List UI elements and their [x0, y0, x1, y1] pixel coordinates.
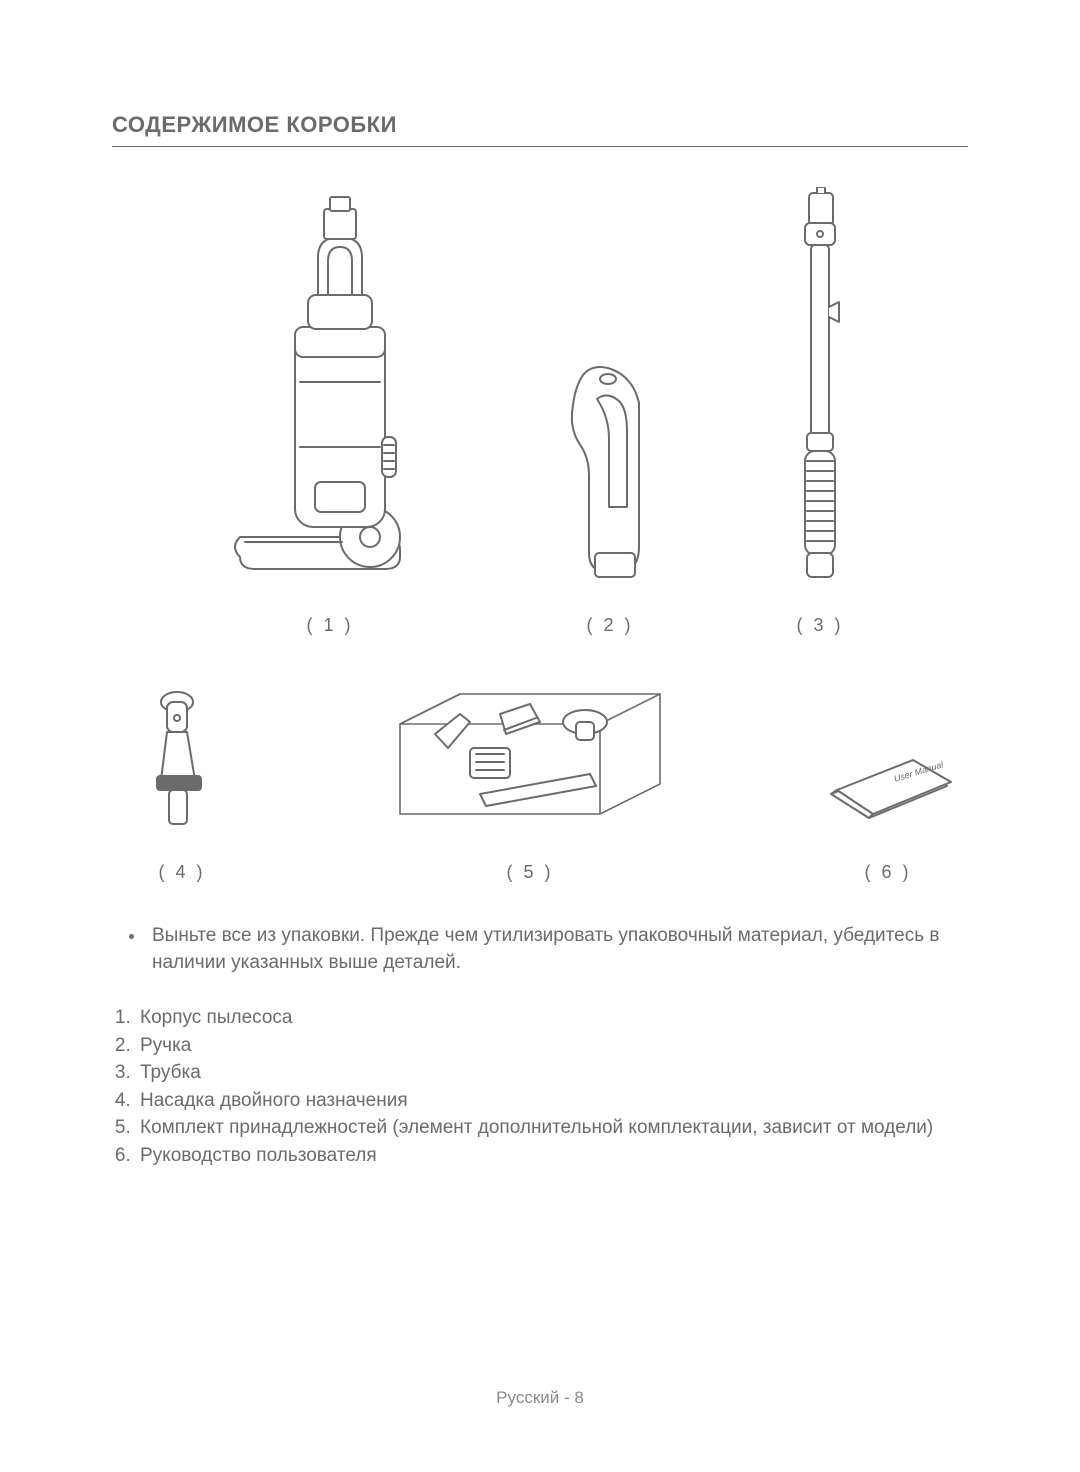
manual-booklet-illustration: User Manual: [813, 724, 963, 834]
figure-label: ( 5 ): [506, 862, 553, 883]
figure-cell-3: ( 3 ): [740, 187, 900, 664]
figure-label: ( 4 ): [158, 862, 205, 883]
parts-list-item: Корпус пылесоса: [136, 1004, 968, 1032]
handle-illustration: [545, 357, 675, 587]
figure-label: ( 3 ): [796, 615, 843, 636]
unpack-note-list: Выньте все из упаковки. Прежде чем утили…: [112, 923, 968, 976]
unpack-note: Выньте все из упаковки. Прежде чем утили…: [146, 923, 968, 976]
combo-tool-illustration: [137, 684, 227, 834]
parts-list-item: Трубка: [136, 1059, 968, 1087]
figure-label: ( 6 ): [864, 862, 911, 883]
parts-list-item: Комплект принадлежностей (элемент дополн…: [136, 1114, 968, 1142]
parts-list-item: Руководство пользователя: [136, 1142, 968, 1170]
figure-row-2: ( 4 ): [52, 664, 1028, 911]
figure-cell-5: ( 5 ): [370, 664, 690, 911]
figure-cell-2: ( 2 ): [520, 357, 700, 664]
figure-cell-6: User Manual ( 6 ): [808, 724, 968, 911]
figure-row-1: ( 1 ) ( 2 ): [112, 187, 968, 664]
accessory-kit-illustration: [380, 664, 680, 834]
vacuum-body-illustration: [200, 187, 460, 587]
figure-label: ( 1 ): [306, 615, 353, 636]
manual-page: СОДЕРЖИМОЕ КОРОБКИ: [0, 0, 1080, 1472]
parts-list-item: Ручка: [136, 1032, 968, 1060]
parts-list-item: Насадка двойного назначения: [136, 1087, 968, 1115]
parts-list: Корпус пылесоса Ручка Трубка Насадка дво…: [112, 1004, 968, 1169]
section-heading: СОДЕРЖИМОЕ КОРОБКИ: [112, 112, 968, 147]
figure-cell-1: ( 1 ): [180, 187, 480, 664]
wand-illustration: [765, 187, 875, 587]
figure-label: ( 2 ): [586, 615, 633, 636]
figure-cell-4: ( 4 ): [112, 684, 252, 911]
page-footer: Русский - 8: [0, 1388, 1080, 1408]
figure-area: ( 1 ) ( 2 ): [112, 187, 968, 911]
